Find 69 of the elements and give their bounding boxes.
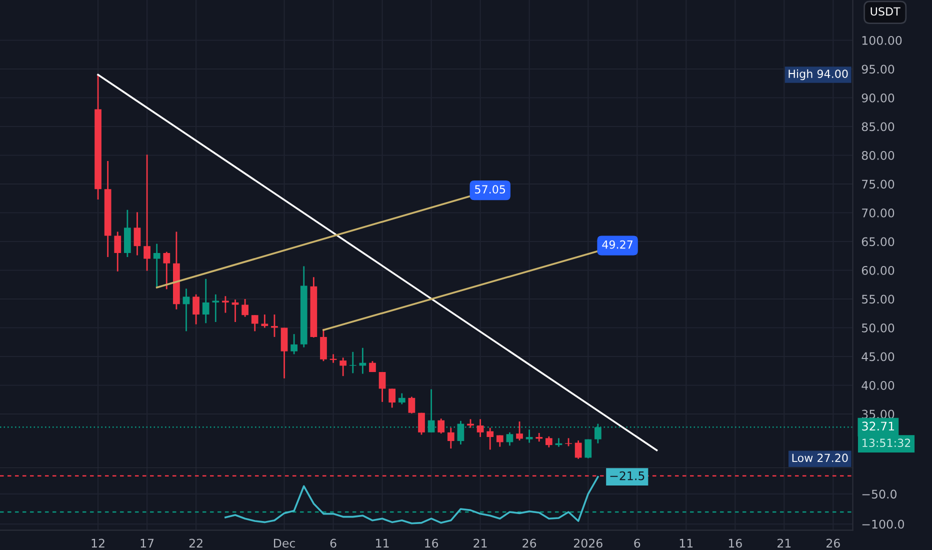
candlestick xyxy=(574,440,582,460)
candlestick xyxy=(232,298,239,323)
y-tick-label: 55.00 xyxy=(862,294,894,304)
x-tick-label: 6 xyxy=(330,538,336,548)
candlestick xyxy=(408,396,416,414)
x-tick-label: 16 xyxy=(425,538,438,548)
y-tick-label: 45.00 xyxy=(862,352,894,362)
y-tick-label: −50.0 xyxy=(862,490,897,499)
candlestick xyxy=(506,432,514,446)
candlestick xyxy=(340,356,347,377)
candlestick xyxy=(222,295,229,314)
ref-line-label: 32.71 xyxy=(862,422,894,431)
y-tick-label: 40.00 xyxy=(862,380,894,390)
x-tick-label: 26 xyxy=(522,538,536,548)
candlestick xyxy=(251,314,258,332)
x-tick-label: 11 xyxy=(680,538,693,548)
candlestick xyxy=(261,314,268,328)
candlestick xyxy=(388,388,396,408)
candlestick xyxy=(212,294,220,323)
text: USDT xyxy=(870,7,900,16)
candlestick xyxy=(486,427,494,450)
candlestick xyxy=(320,328,327,362)
y-tick-label: 90.00 xyxy=(862,93,894,102)
y-tick-label: 75.00 xyxy=(862,180,894,189)
x-tick-label: 21 xyxy=(474,538,487,548)
candlestick xyxy=(584,438,592,459)
y-tick-label: 95.00 xyxy=(862,64,894,74)
candlestick xyxy=(516,420,523,442)
annotation: High 94.00 xyxy=(788,69,848,80)
data-label: −21.5 xyxy=(610,471,644,480)
x-tick-label: 22 xyxy=(189,538,202,548)
y-tick-label: 100.00 xyxy=(862,36,902,45)
candlestick xyxy=(438,418,445,434)
y-tick-label: 80.00 xyxy=(862,150,894,160)
y-tick-label: 85.00 xyxy=(862,122,894,132)
candlestick xyxy=(290,333,298,355)
text: 13:51:32 xyxy=(862,438,910,448)
annotation: Low 27.20 xyxy=(792,454,848,462)
candlestick xyxy=(447,427,454,450)
candlestick xyxy=(378,371,386,403)
candlestick xyxy=(398,392,406,405)
x-tick-label: 17 xyxy=(140,538,154,548)
y-tick-label: 65.00 xyxy=(862,237,894,246)
y-tick-label: 50.00 xyxy=(862,323,894,332)
candlestick xyxy=(182,288,190,332)
x-tick-label: 2026 xyxy=(574,538,602,548)
candlestick xyxy=(192,294,200,325)
x-tick-label: 16 xyxy=(728,538,742,548)
candlestick xyxy=(202,278,210,324)
candlestick xyxy=(114,231,122,272)
candlestick xyxy=(134,211,141,256)
candlestick xyxy=(545,436,552,448)
y-tick-label: 70.00 xyxy=(862,208,894,218)
x-tick-label: 6 xyxy=(634,538,640,548)
candlestick xyxy=(153,243,160,289)
x-tick-label: 12 xyxy=(92,538,104,548)
candlestick xyxy=(242,298,248,318)
y-tick-label: 60.00 xyxy=(862,266,894,275)
candlestick xyxy=(418,412,425,436)
line-series xyxy=(224,476,599,524)
x-tick-label: 26 xyxy=(826,538,840,548)
x-tick-label: Dec xyxy=(274,538,295,548)
x-tick-label: 11 xyxy=(376,538,389,548)
candlestick xyxy=(144,154,150,272)
x-tick-label: 21 xyxy=(778,538,791,548)
candlestick xyxy=(280,327,288,380)
y-tick-label: −100.0 xyxy=(862,520,904,529)
candlestick xyxy=(163,251,170,290)
candlestick xyxy=(476,418,484,438)
